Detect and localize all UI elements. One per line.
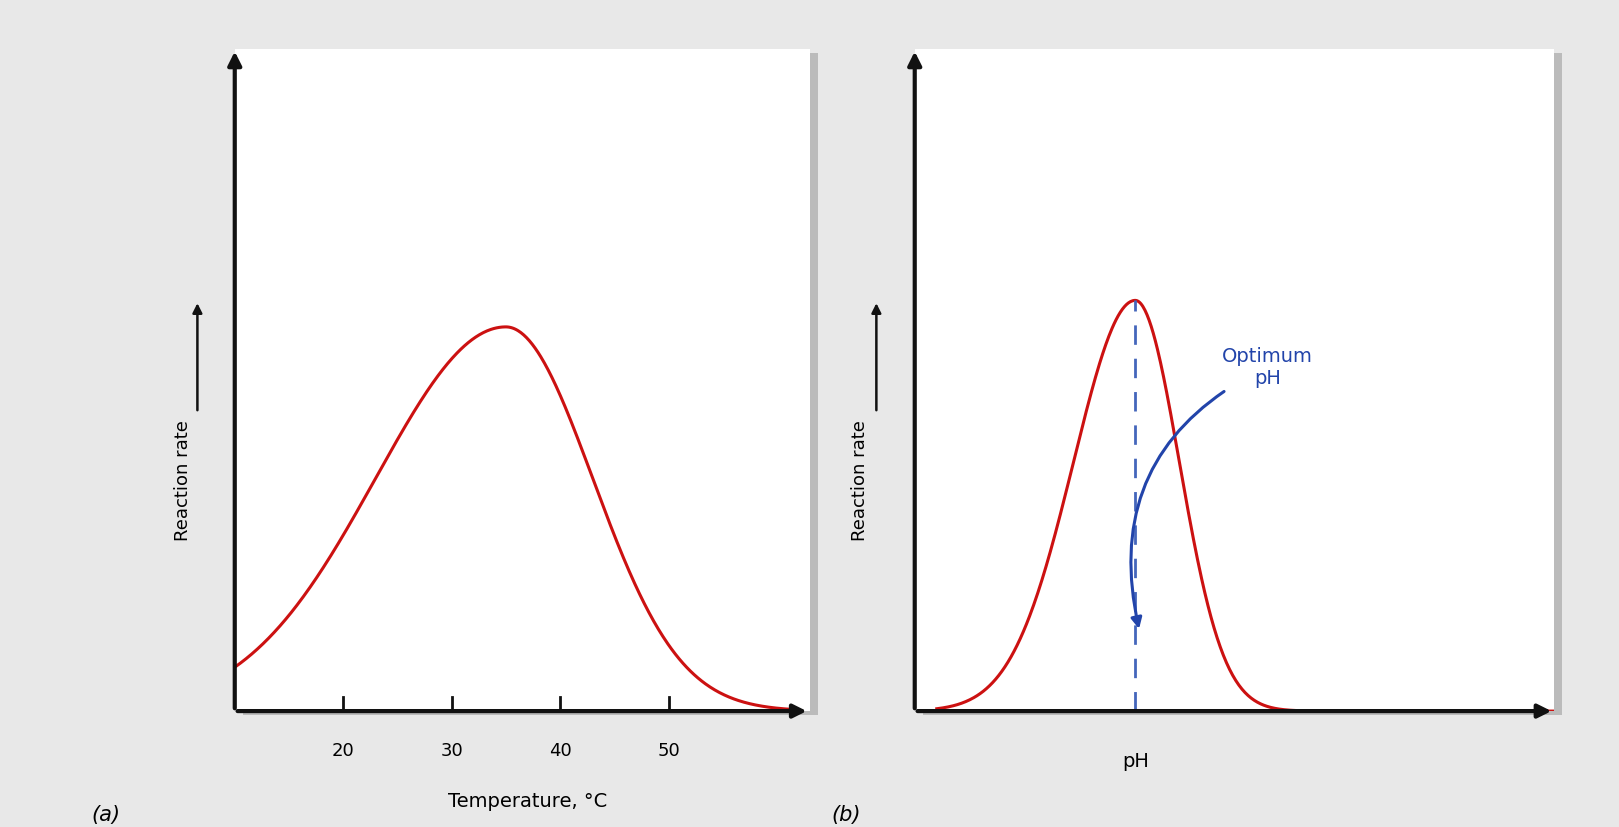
Text: (a): (a) (91, 804, 120, 824)
Text: 30: 30 (440, 741, 463, 759)
Text: 20: 20 (332, 741, 355, 759)
Text: Optimum
pH: Optimum pH (1132, 347, 1313, 626)
Text: Reaction rate: Reaction rate (852, 419, 869, 540)
Text: Reaction rate: Reaction rate (173, 419, 193, 540)
Text: 40: 40 (549, 741, 572, 759)
Text: 50: 50 (657, 741, 680, 759)
Text: Temperature, °C: Temperature, °C (448, 791, 607, 810)
Text: (b): (b) (832, 804, 861, 824)
Text: pH: pH (1122, 751, 1149, 770)
